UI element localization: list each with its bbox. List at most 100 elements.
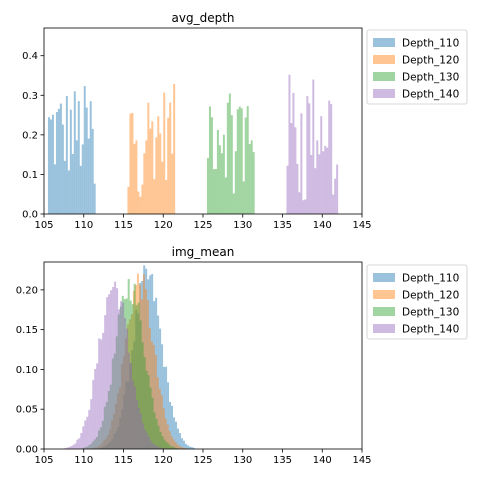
y-tick-label: 0.4 [22,51,38,62]
series-depth-110 [47,86,96,214]
histogram-bar [246,106,249,214]
histogram-bar [153,179,156,214]
histogram-bar [93,439,96,449]
histogram-bar [152,345,155,449]
histogram-bar [121,295,124,449]
histogram-bar [115,431,118,449]
histogram-bar [77,101,80,214]
histogram-bar [140,299,143,449]
histogram-bar [166,424,169,449]
histogram-bar [81,144,84,214]
histogram-bar [111,358,114,449]
histogram-bar [154,355,157,449]
chart-title: avg_depth [172,11,235,25]
histogram-bar [93,447,96,449]
histogram-bar [127,186,130,214]
legend-swatch [373,324,395,333]
histogram-bar [99,427,102,449]
histogram-bar [101,447,104,449]
histogram-bar [99,447,102,449]
x-tick-label: 120 [154,220,173,231]
histogram-bar [328,100,331,214]
histogram-bar [137,302,140,449]
histogram-bar [51,114,54,214]
chart-panel-img-mean: img_mean 105 110 115 120 125 130 135 140 145 0.00 0… [16,245,468,466]
y-tick-label: 0.05 [16,405,38,416]
histogram-bar [312,79,315,215]
x-tick-label: 145 [352,220,371,231]
histogram-bar [141,423,144,449]
legend-swatch [373,72,395,81]
histogram-bar [186,445,189,449]
histogram-bar [238,106,241,214]
histogram-bar [79,165,82,214]
histogram-bar [75,140,78,214]
histogram-bar [250,140,253,214]
histogram-bar [133,143,136,214]
histogram-bar [72,444,75,449]
histogram-bar [101,420,104,449]
series-depth-120 [93,273,187,449]
histogram-bar [119,417,122,449]
histogram-bar [149,128,152,214]
histogram-bar [127,279,130,449]
histogram-bar [298,192,301,214]
histogram-bar [170,435,173,449]
histogram-bar [147,375,150,449]
histogram-bar [113,353,116,449]
histogram-bar [71,153,74,214]
histogram-bar [134,285,137,449]
histogram-bar [310,155,313,214]
histogram-bar [83,447,86,449]
histogram-bar [164,418,167,449]
y-tick-label: 0.2 [22,130,38,141]
histogram-bar [61,124,64,214]
histogram-bar [161,448,164,449]
histogram-bar [156,377,159,449]
histogram-bar [230,115,233,214]
x-tick-label: 110 [74,220,93,231]
histogram-bar [159,447,162,449]
histogram-bar [326,147,329,214]
legend-label: Depth_140 [402,324,459,336]
histogram-bar [324,145,327,214]
histogram-bar [145,370,148,449]
histogram-bar [155,445,158,449]
histogram-bar [151,397,154,449]
histogram-bar [141,342,144,449]
histogram-bar [322,151,325,214]
histogram-bar [125,381,128,449]
x-tick-label: 120 [154,455,173,466]
histogram-bar [63,160,66,214]
legend-label: Depth_110 [402,273,459,285]
histogram-bar [139,282,142,449]
histogram-bar [97,430,100,449]
histogram-bar [122,302,125,449]
histogram-bar [153,412,156,449]
histogram-bar [224,177,227,214]
legend-label: Depth_130 [402,72,459,84]
histogram-bar [55,112,58,214]
histogram-bar [109,384,112,449]
x-tick-label: 135 [273,220,292,231]
histogram-bar [232,193,235,214]
histogram-bar [248,144,251,214]
histogram-bar [111,420,114,449]
legend-label: Depth_120 [402,55,459,67]
histogram-bar [173,83,176,214]
histogram-bar [173,417,176,449]
histogram-bar [165,179,168,214]
histogram-bar [91,128,94,214]
histogram-bar [137,407,140,449]
histogram-bar [67,170,70,214]
histogram-bar [151,274,154,449]
histogram-bar [161,344,164,449]
x-tick-label: 130 [233,455,252,466]
histogram-bar [130,314,133,449]
histogram-bar [90,399,93,449]
histogram-bar [182,447,185,449]
histogram-bar [180,438,183,449]
histogram-bar [109,429,112,449]
histogram-bar [149,440,152,449]
